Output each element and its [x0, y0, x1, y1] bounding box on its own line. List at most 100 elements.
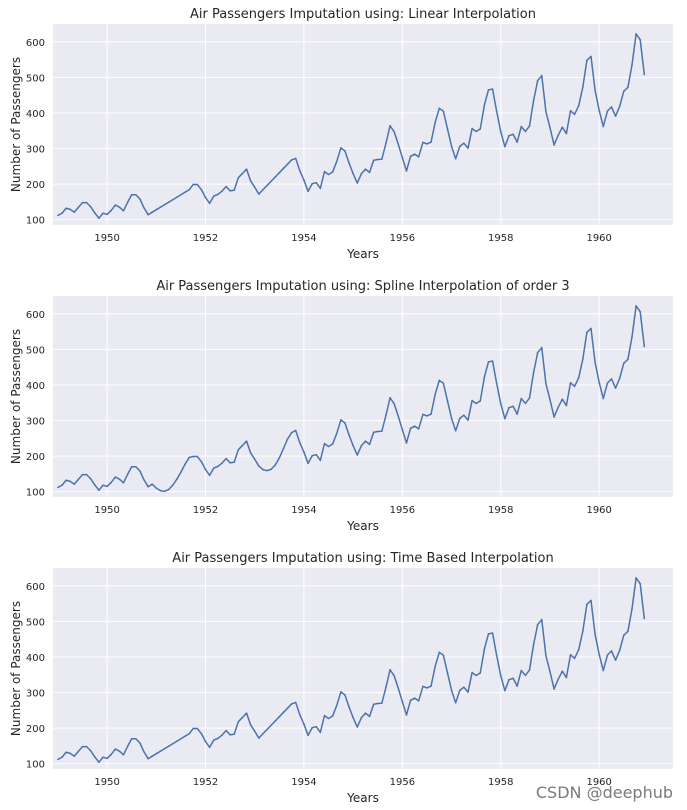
data-point	[516, 141, 518, 143]
data-point	[393, 674, 395, 677]
chart-panel-2: 1950 1952 1954 1956 1958 1960 100 200 300 400 500 6…	[9, 279, 673, 533]
data-point	[401, 156, 404, 159]
data-point	[237, 448, 240, 451]
data-point	[409, 699, 412, 702]
data-point	[463, 686, 465, 688]
data-point	[491, 88, 494, 90]
data-point	[385, 686, 387, 688]
data-point	[126, 201, 129, 204]
data-point	[409, 155, 412, 158]
data-point	[102, 212, 104, 215]
data-point	[430, 141, 432, 143]
data-point	[290, 159, 293, 161]
data-point	[65, 479, 67, 482]
data-point	[409, 427, 412, 430]
data-point	[65, 751, 67, 754]
x-tick-label: 1956	[390, 233, 415, 244]
plot-area	[53, 24, 673, 225]
y-tick-label: 600	[26, 310, 45, 321]
x-tick-label: 1954	[291, 777, 316, 788]
data-point	[294, 701, 297, 704]
data-point	[262, 732, 264, 735]
data-point	[639, 38, 641, 41]
data-point	[385, 414, 387, 416]
data-point	[467, 691, 469, 693]
data-point	[282, 447, 285, 450]
data-point	[426, 143, 428, 145]
data-point	[602, 125, 605, 128]
data-point	[180, 471, 182, 473]
data-point	[549, 398, 551, 401]
data-point	[479, 400, 482, 402]
data-point	[290, 431, 293, 434]
data-point	[405, 442, 408, 444]
data-point	[114, 204, 117, 206]
data-point	[438, 379, 441, 382]
data-point	[143, 751, 145, 753]
data-point	[110, 753, 113, 756]
data-point	[307, 190, 309, 193]
chart-title: Air Passengers Imputation using: Linear …	[190, 7, 536, 22]
data-point	[81, 201, 84, 204]
data-point	[352, 172, 354, 175]
data-point	[323, 442, 326, 445]
data-point	[450, 417, 453, 420]
data-point	[249, 452, 252, 454]
data-point	[106, 757, 108, 760]
data-point	[524, 674, 527, 677]
data-point	[446, 128, 449, 130]
data-point	[635, 305, 637, 307]
y-tick-label: 500	[26, 617, 45, 628]
data-point	[340, 691, 342, 693]
data-point	[229, 190, 231, 192]
data-point	[622, 90, 625, 93]
data-point	[167, 745, 170, 748]
data-point	[147, 485, 149, 488]
data-point	[430, 413, 432, 415]
data-point	[577, 649, 580, 651]
data-point	[475, 674, 477, 677]
data-point	[126, 745, 129, 748]
data-point	[528, 125, 531, 127]
data-point	[217, 465, 219, 468]
data-point	[290, 703, 293, 705]
data-point	[393, 130, 395, 133]
data-point	[520, 397, 523, 400]
data-point	[376, 702, 379, 705]
data-point	[417, 155, 420, 158]
series-line	[57, 305, 646, 493]
data-point	[434, 393, 436, 395]
data-point	[143, 479, 145, 481]
data-point	[106, 485, 108, 488]
data-point	[102, 756, 104, 759]
data-point	[590, 55, 592, 58]
x-tick-label: 1956	[390, 777, 415, 788]
data-point	[561, 398, 564, 400]
data-point	[356, 454, 359, 456]
data-point	[479, 128, 482, 130]
data-point	[471, 127, 473, 130]
data-point	[208, 746, 211, 749]
data-point	[200, 460, 203, 463]
data-point	[565, 676, 568, 679]
data-point	[61, 212, 63, 215]
data-point	[582, 358, 584, 361]
data-point	[237, 176, 240, 179]
data-point	[352, 444, 354, 447]
data-point	[627, 86, 629, 89]
data-point	[217, 193, 219, 196]
chart-panel-3: 1950 1952 1954 1956 1958 1960 100 200 300 400 500 6…	[9, 551, 673, 805]
data-point	[77, 750, 80, 753]
data-point	[171, 198, 174, 201]
data-point	[590, 327, 592, 330]
data-point	[471, 399, 473, 402]
data-point	[360, 172, 363, 175]
data-point	[151, 211, 154, 213]
data-point	[135, 465, 137, 468]
data-point	[401, 700, 404, 703]
x-tick-label: 1958	[488, 777, 513, 788]
data-point	[135, 737, 137, 740]
data-point	[573, 385, 576, 388]
data-point	[458, 145, 461, 148]
data-point	[450, 689, 453, 692]
